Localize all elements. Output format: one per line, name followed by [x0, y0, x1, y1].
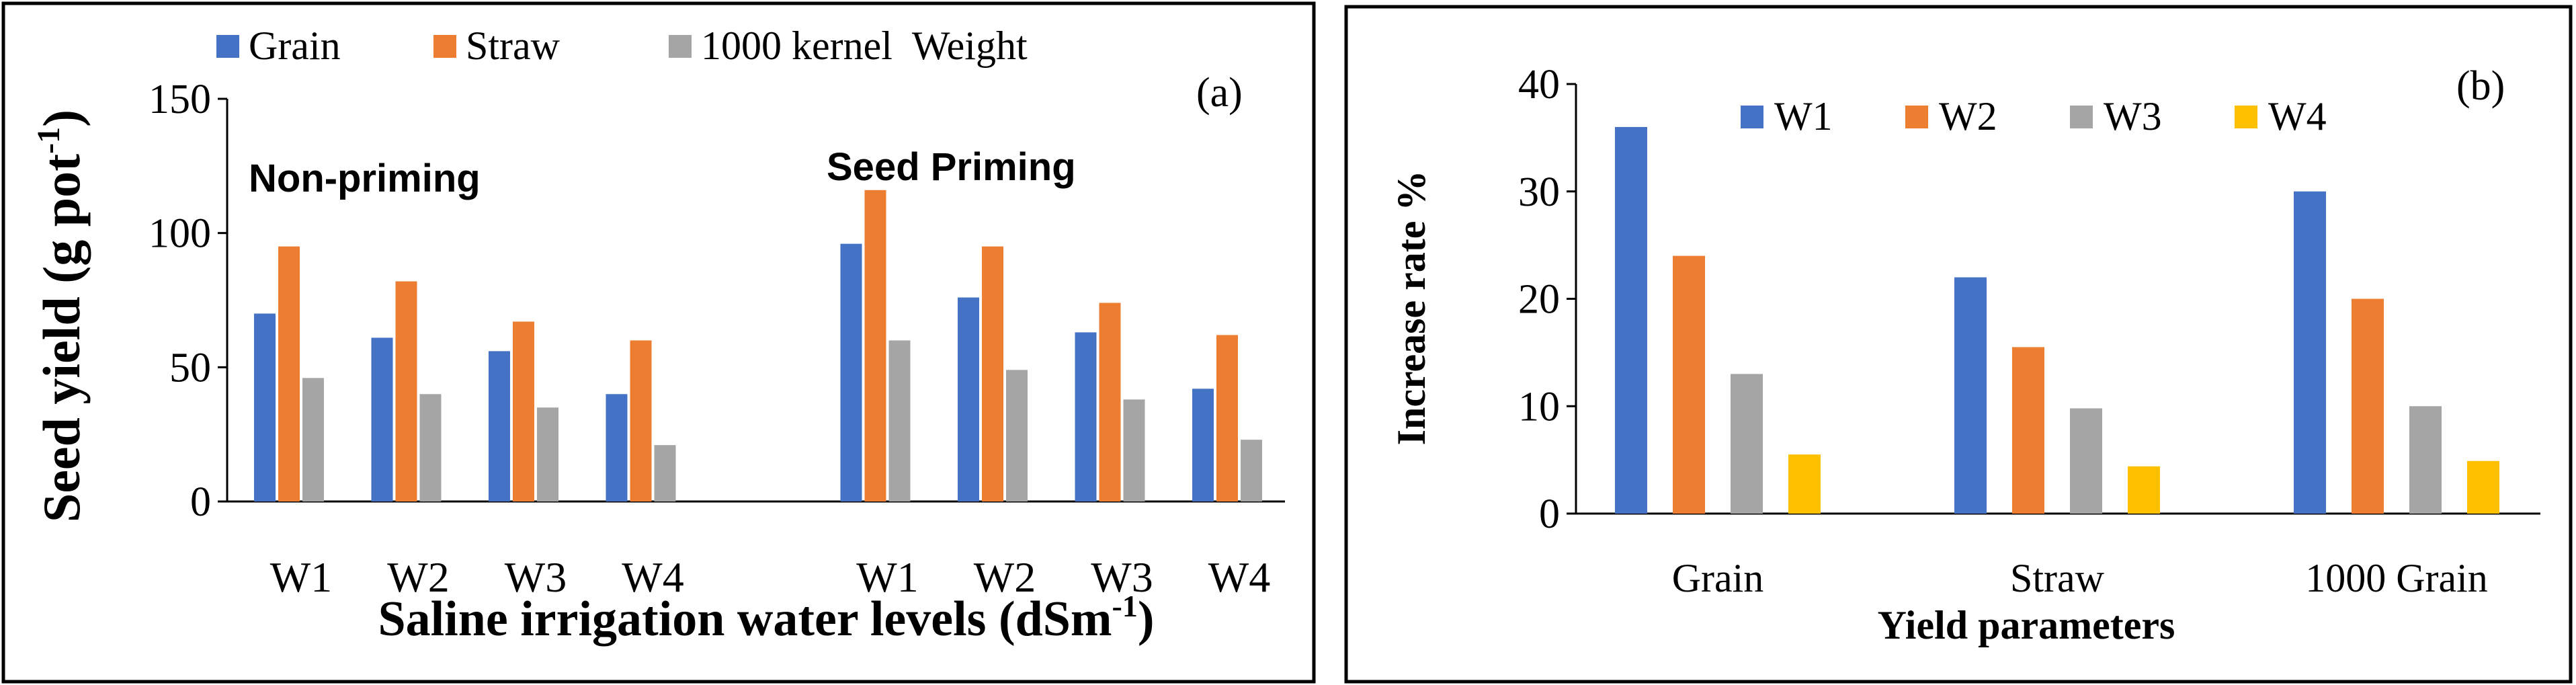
- category-label-w1: W1: [856, 553, 918, 601]
- legend-label-w3: W3: [2104, 94, 2162, 138]
- legend-swatch-grain: [216, 35, 239, 58]
- panel-a-legend: Grain Straw 1000 kernel Weight: [216, 24, 1028, 68]
- category-label-w3: W3: [1091, 553, 1153, 601]
- panel-b-category-labels: Grain Straw 1000 Grain: [1672, 556, 2488, 600]
- panel-a-xlabel: Saline irrigation water levels (dSm-1): [378, 589, 1154, 647]
- legend-label-grain: Grain: [249, 24, 341, 68]
- category-label-w1: W1: [270, 553, 332, 601]
- legend-swatch-w1: [1741, 106, 1763, 128]
- bar-straw-w4-3: [630, 340, 652, 501]
- y-tick-label: 30: [1518, 169, 1560, 215]
- y-tick-label: 150: [149, 77, 211, 122]
- legend-swatch-straw: [433, 35, 456, 58]
- category-label-grain: Grain: [1672, 556, 1764, 600]
- bar-grain-w4-8: [1192, 389, 1214, 501]
- bar-straw-w4-8: [1216, 335, 1238, 501]
- panel-b-y-ticks: 0 10 20 30 40: [1518, 62, 1576, 537]
- panel-b-legend: W1 W2 W3 W4: [1741, 94, 2327, 138]
- legend-swatch-w4: [2235, 106, 2257, 128]
- legend-swatch-w2: [1905, 106, 1928, 128]
- legend-swatch-kernel-weight: [669, 35, 692, 58]
- y-tick-label: 100: [149, 211, 211, 257]
- bar-1000-kernel-weight-w3-2: [537, 407, 558, 501]
- annotation-seed-priming: Seed Priming: [827, 145, 1076, 189]
- bar-w1-grain-0: [1615, 126, 1647, 514]
- bar-straw-w1-0: [278, 246, 300, 501]
- y-tick-label: 10: [1518, 384, 1560, 430]
- legend-label-kernel-weight: 1000 kernel Weight: [701, 24, 1028, 68]
- panel-a-category-labels: W1 W2 W3 W4 W1 W2 W3 W4: [270, 553, 1270, 601]
- bar-grain-w4-3: [606, 394, 628, 501]
- category-label-w4: W4: [622, 553, 683, 601]
- category-label-straw: Straw: [2010, 556, 2105, 600]
- y-tick-label: 0: [1539, 491, 1560, 537]
- bar-grain-w3-2: [489, 351, 510, 501]
- panel-a-ylabel: Seed yield (g pot-1): [31, 110, 91, 522]
- bar-1000-kernel-weight-w2-1: [419, 394, 442, 501]
- bar-w3-straw-1: [2070, 408, 2102, 514]
- annotation-non-priming: Non-priming: [249, 157, 481, 200]
- y-tick-label: 50: [169, 345, 211, 391]
- category-label-w4: W4: [1208, 553, 1270, 601]
- bar-1000-kernel-weight-w1-5: [888, 340, 911, 501]
- legend-label-w2: W2: [1939, 94, 1997, 138]
- bar-w2-1000-grain-2: [2352, 298, 2384, 514]
- panel-b-bars: [1615, 126, 2499, 514]
- bar-w4-grain-0: [1788, 454, 1821, 514]
- bar-straw-w3-2: [513, 321, 534, 501]
- legend-label-w4: W4: [2268, 94, 2327, 138]
- panel-b-ylabel: Increase rate %: [1389, 171, 1434, 446]
- panel-b-xlabel: Yield parameters: [1878, 603, 2175, 647]
- legend-label-w1: W1: [1774, 94, 1833, 138]
- bar-grain-w1-5: [840, 243, 862, 501]
- panel-a-label: (a): [1196, 70, 1243, 116]
- panel-b-label: (b): [2456, 63, 2505, 109]
- panel-a-y-ticks: 0 50 100 150: [149, 77, 227, 525]
- y-tick-label: 20: [1518, 277, 1560, 323]
- bar-w4-straw-1: [2128, 466, 2160, 514]
- category-label-1000-grain: 1000 Grain: [2305, 556, 2488, 600]
- bar-w1-straw-1: [1954, 277, 1987, 514]
- bar-grain-w1-0: [254, 313, 276, 501]
- bar-w2-grain-0: [1673, 255, 1705, 514]
- category-label-w2: W2: [974, 553, 1036, 601]
- bar-w3-grain-0: [1731, 374, 1763, 514]
- bar-w4-1000-grain-2: [2467, 460, 2499, 514]
- bar-straw-w2-1: [395, 281, 417, 501]
- bar-1000-kernel-weight-w4-3: [654, 445, 676, 501]
- bar-grain-w2-6: [958, 297, 979, 501]
- panel-a: Grain Straw 1000 kernel Weight (a) Seed …: [1, 1, 1316, 684]
- bar-1000-kernel-weight-w2-6: [1006, 370, 1028, 501]
- bar-w3-1000-grain-2: [2409, 406, 2442, 514]
- y-tick-label: 0: [190, 479, 211, 525]
- category-label-w2: W2: [387, 553, 449, 601]
- panel-b: (b) W1 W2 W3 W4 Increase rate % 0 10 20 30 4…: [1344, 5, 2573, 684]
- legend-swatch-w3: [2070, 106, 2093, 128]
- bar-grain-w3-7: [1075, 332, 1097, 501]
- bar-grain-w2-1: [371, 337, 393, 501]
- bar-1000-kernel-weight-w3-7: [1123, 399, 1145, 501]
- panel-a-bars: [254, 190, 1262, 501]
- bar-straw-w1-5: [864, 190, 886, 501]
- bar-straw-w3-7: [1099, 303, 1121, 501]
- y-tick-label: 40: [1518, 62, 1560, 108]
- legend-label-straw: Straw: [466, 24, 560, 68]
- category-label-w3: W3: [505, 553, 567, 601]
- bar-1000-kernel-weight-w1-0: [302, 378, 324, 501]
- bar-1000-kernel-weight-w4-8: [1241, 440, 1262, 501]
- bar-w2-straw-1: [2012, 347, 2044, 514]
- bar-straw-w2-6: [982, 246, 1003, 501]
- bar-w1-1000-grain-2: [2294, 191, 2326, 514]
